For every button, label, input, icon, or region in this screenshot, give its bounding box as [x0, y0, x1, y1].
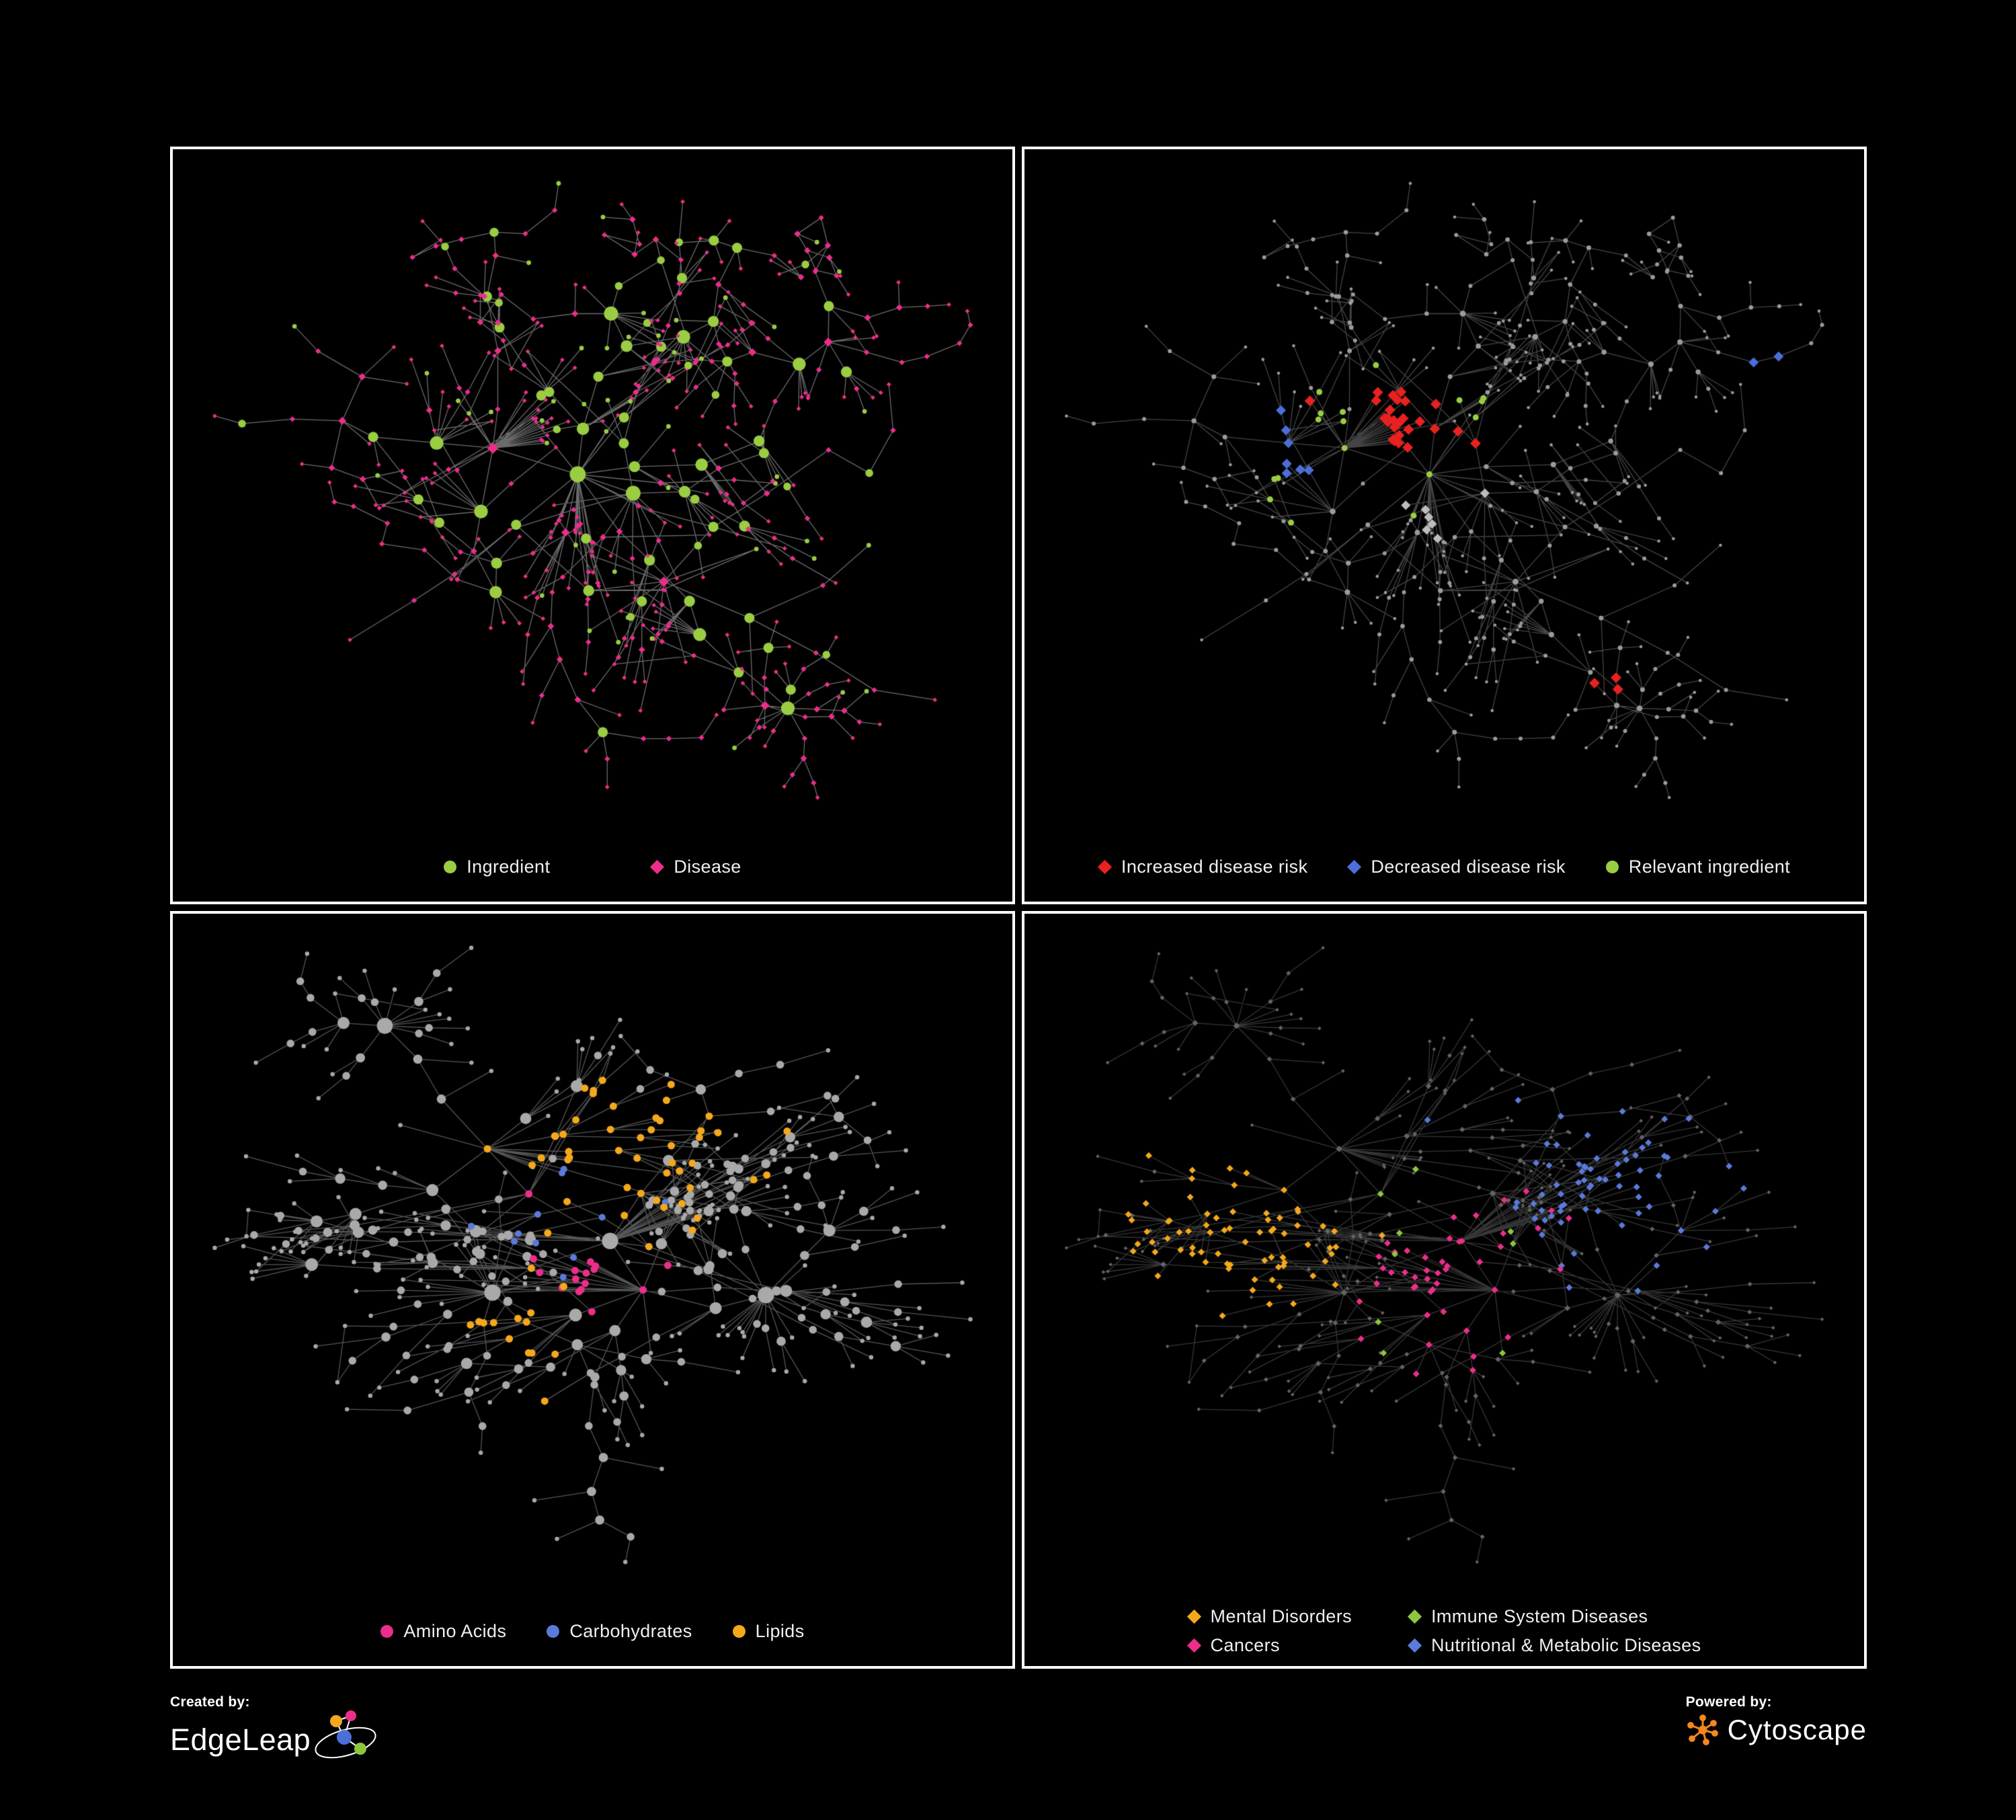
legend-label: Nutritional & Metabolic Diseases: [1431, 1635, 1701, 1655]
footer: Created by: EdgeLeap Powered by:: [170, 1694, 1867, 1767]
legend-item-decreased-risk: Decreased disease risk: [1347, 856, 1566, 877]
ingredient-swatch-icon: [444, 860, 457, 873]
cancers-swatch-icon: [1186, 1638, 1201, 1653]
disease-risk-network-canvas: [1024, 149, 1864, 832]
legend-label: Disease: [674, 856, 741, 877]
edgeleap-molecule-icon: [315, 1710, 376, 1759]
legend-item-amino-acids: Amino Acids: [380, 1621, 506, 1642]
legend-label: Amino Acids: [403, 1620, 507, 1641]
legend-item-mental-disorders: Mental Disorders: [1186, 1606, 1352, 1627]
ingredient-disease-network-canvas: [173, 149, 1012, 832]
legend-item-cancers: Cancers: [1186, 1635, 1280, 1656]
legend-label: Mental Disorders: [1210, 1606, 1352, 1626]
legend-item-relevant-ingredient: Relevant ingredient: [1605, 856, 1791, 877]
cytoscape-brand: Cytoscape: [1686, 1713, 1867, 1747]
legend-item-ingredient: Ingredient: [444, 857, 550, 877]
legend-ingredient-disease: Ingredient Disease: [173, 832, 1012, 902]
powered-by-credit: Powered by: Cy: [1686, 1694, 1867, 1747]
legend-item-nutritional-metabolic-diseases: Nutritional & Metabolic Diseases: [1407, 1635, 1701, 1656]
panel-disease-class-network: Mental Disorders Immune System Diseases …: [1022, 911, 1867, 1669]
nutritional-metabolic-diseases-swatch-icon: [1407, 1638, 1422, 1653]
panel-disease-risk-network: Increased disease risk Decreased disease…: [1022, 147, 1867, 904]
legend-disease-class: Mental Disorders Immune System Diseases …: [1024, 1596, 1864, 1666]
cytoscape-network-icon: [1687, 1714, 1718, 1745]
legend-label: Increased disease risk: [1121, 856, 1308, 877]
carbohydrates-swatch-icon: [547, 1624, 560, 1638]
edgeleap-wordmark: EdgeLeap: [170, 1723, 311, 1757]
legend-label: Ingredient: [467, 856, 551, 877]
amino-acids-swatch-icon: [380, 1624, 394, 1638]
decreased-risk-swatch-icon: [1347, 859, 1362, 874]
panel-compound-class-network: Amino Acids Carbohydrates Lipids: [170, 911, 1015, 1669]
legend-item-disease: Disease: [650, 856, 741, 877]
legend-label: Decreased disease risk: [1371, 856, 1566, 877]
legend-label: Relevant ingredient: [1628, 856, 1791, 877]
cytoscape-wordmark: Cytoscape: [1727, 1714, 1867, 1745]
legend-label: Immune System Diseases: [1431, 1606, 1648, 1626]
increased-risk-swatch-icon: [1097, 859, 1113, 874]
legend-compound-class: Amino Acids Carbohydrates Lipids: [173, 1596, 1012, 1666]
legend-label: Lipids: [755, 1620, 805, 1641]
legend-label: Cancers: [1210, 1635, 1280, 1655]
lipids-swatch-icon: [732, 1624, 745, 1638]
legend-disease-risk: Increased disease risk Decreased disease…: [1024, 832, 1864, 902]
created-by-credit: Created by: EdgeLeap: [170, 1694, 379, 1767]
mental-disorders-swatch-icon: [1186, 1609, 1201, 1624]
created-by-label: Created by:: [170, 1694, 250, 1710]
disease-class-network-canvas: [1024, 914, 1864, 1596]
legend-label: Carbohydrates: [569, 1620, 692, 1641]
edgeleap-brand: EdgeLeap: [170, 1710, 379, 1767]
panel-ingredient-disease-network: Ingredient Disease: [170, 147, 1015, 904]
compound-class-network-canvas: [173, 914, 1012, 1596]
legend-item-increased-risk: Increased disease risk: [1097, 856, 1308, 877]
legend-item-carbohydrates: Carbohydrates: [547, 1621, 692, 1642]
immune-system-diseases-swatch-icon: [1407, 1609, 1422, 1624]
powered-by-label: Powered by:: [1685, 1694, 1772, 1710]
legend-item-lipids: Lipids: [732, 1620, 805, 1642]
relevant-ingredient-swatch-icon: [1605, 860, 1619, 873]
legend-item-immune-system-diseases: Immune System Diseases: [1407, 1606, 1648, 1627]
network-panels-grid: Ingredient Disease Increased disease ris…: [170, 147, 1867, 1669]
disease-swatch-icon: [650, 859, 665, 874]
